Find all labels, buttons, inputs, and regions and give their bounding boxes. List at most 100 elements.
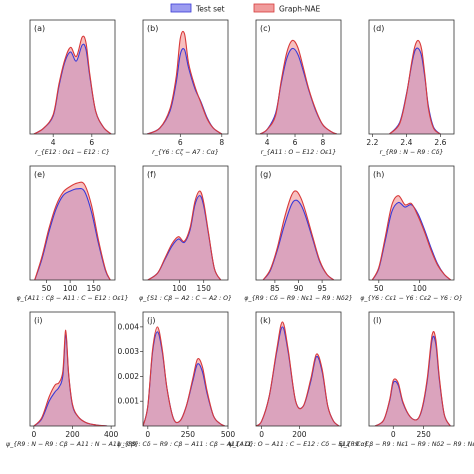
- y-tick-label: 0.002: [118, 372, 140, 381]
- plot-area: [146, 30, 223, 134]
- x-tick-label: 500: [221, 430, 236, 439]
- x-tick-label: 6: [178, 138, 183, 147]
- x-axis-label: ψ_{A11 : O − A11 : C − E12 : Cδ − E12 : …: [229, 441, 369, 448]
- x-axis-label: r_{A11 : O − E12 : Oε1}: [261, 149, 337, 156]
- x-axis-label: r_{R9 : N − R9 : Cδ}: [380, 149, 444, 156]
- density-fill-graph-nae: [147, 31, 222, 134]
- x-axis-label: r_{E12 : Oε1 − E12 : C}: [35, 149, 110, 156]
- panels: (a) 4 6 r_{E12 : Oε1 − E12 : C} (b)6 8r_{Y6 :…: [6, 19, 474, 448]
- x-tick-label: 6: [89, 138, 94, 147]
- panel-j: (j) 0 250 500 0.001 0.002 0.003 0.004 ψ_{R9 : Cδ…: [117, 311, 254, 448]
- x-axis-label: φ_{A11 : Cβ − A11 : C − E12 : Oε1}: [16, 295, 128, 302]
- x-tick-label: 200: [65, 430, 80, 439]
- x-tick-label: 100: [413, 284, 428, 293]
- x-tick-label: 0: [31, 430, 36, 439]
- panel-label: (a): [34, 24, 45, 33]
- legend-swatch-graph-nae: [253, 3, 275, 13]
- x-tick-label: 4: [265, 138, 270, 147]
- density-line-graph-nae: [262, 190, 335, 280]
- x-tick-label: 0: [391, 430, 396, 439]
- density-fill-graph-nae: [389, 40, 441, 134]
- density-line-graph-nae: [33, 35, 112, 134]
- x-axis-label: ψ_{R9 : Cβ − R9 : Nε1 − R9 : Nδ2 − R9 : …: [340, 441, 474, 448]
- x-tick-label: 150: [197, 284, 212, 293]
- plot-area: [34, 181, 111, 280]
- density-line-graph-nae: [34, 181, 111, 280]
- panel-i: (i) 0 200 400 ψ_{R9 : N − R9 : Cβ − A11 : N …: [6, 311, 139, 448]
- panel-g: (g) 85 90 95 φ_{R9 : Cδ − R9 : Nε1 − R9 : Nδ…: [244, 165, 353, 302]
- x-tick-label: 200: [292, 430, 307, 439]
- x-tick-label: 250: [416, 430, 431, 439]
- density-line-graph-nae: [389, 39, 441, 134]
- density-fill-graph-nae: [143, 326, 225, 426]
- density-line-graph-nae: [259, 39, 338, 134]
- panel-b: (b) 6 8r_{Y6 : Cζ − A7 : Cα}: [142, 19, 229, 156]
- panel-label: (j): [147, 316, 155, 325]
- panel-a: (a) 4 6 r_{E12 : Oε1 − E12 : C}: [29, 19, 116, 156]
- x-tick-label: 4: [51, 138, 56, 147]
- density-fill-graph-nae: [33, 330, 108, 426]
- density-line-test-set: [34, 187, 111, 280]
- axes-frame: [368, 19, 455, 135]
- plot-area: [374, 330, 451, 426]
- panel-label: (g): [260, 170, 271, 179]
- plot-area: [371, 195, 452, 280]
- x-tick-label: 95: [317, 284, 327, 293]
- axes-frame: [255, 19, 342, 135]
- panel-label: (c): [260, 24, 271, 33]
- axes-frame: [29, 165, 116, 281]
- axes-frame: [142, 19, 229, 135]
- density-line-graph-nae: [146, 30, 223, 134]
- panel-label: (d): [373, 24, 384, 33]
- x-axis-label: r_{Y6 : Cζ − A7 : Cα}: [152, 149, 219, 156]
- density-fill-graph-nae: [260, 40, 337, 134]
- x-tick-label: 0: [259, 430, 264, 439]
- x-tick-label: 150: [87, 284, 102, 293]
- density-fill-graph-nae: [263, 190, 334, 280]
- panel-k: (k) 0 200 ψ_{A11 : O − A11 : C − E12 : Cδ −…: [229, 311, 369, 448]
- plot-area: [143, 326, 226, 426]
- axes-frame: [29, 19, 116, 135]
- panel-label: (i): [34, 316, 42, 325]
- x-tick-label: 2.4: [400, 138, 412, 147]
- density-line-graph-nae: [256, 321, 340, 426]
- panel-l: (l) 0 250 ψ_{R9 : Cβ − R9 : Nε1 − R9 : Nδ2 …: [340, 311, 474, 448]
- y-tick-label: 0.001: [118, 397, 140, 406]
- legend-label-test-set: Test set: [195, 5, 225, 14]
- density-fill-graph-nae: [147, 191, 221, 280]
- x-tick-label: 8: [320, 138, 325, 147]
- x-tick-label: 50: [42, 284, 52, 293]
- axes-frame: [368, 165, 455, 281]
- panel-label: (h): [373, 170, 384, 179]
- density-line-graph-nae: [147, 190, 222, 280]
- density-fill-graph-nae: [372, 195, 451, 280]
- y-tick-label: 0.003: [118, 347, 140, 356]
- x-tick-label: 6: [293, 138, 298, 147]
- x-axis-label: ψ_{R9 : Cδ − R9 : Cβ − A11 : Cβ − A11 : …: [117, 441, 254, 448]
- density-fill-graph-nae: [375, 331, 451, 426]
- axes-frame: [142, 311, 229, 427]
- density-line-graph-nae: [33, 329, 108, 426]
- panel-h: (h) 50 100 φ_{Y6 : Cε1 − Y6 : Cε2 − Y6 : O}: [360, 165, 463, 302]
- x-axis-label: ψ_{R9 : N − R9 : Cβ − A11 : N − A11 : Cβ…: [6, 441, 139, 448]
- x-tick-label: 250: [181, 430, 196, 439]
- x-axis-label: φ_{Y6 : Cε1 − Y6 : Cε2 − Y6 : O}: [360, 295, 463, 302]
- x-tick-label: 90: [294, 284, 304, 293]
- legend-swatch-test-set: [170, 3, 192, 13]
- x-tick-label: 100: [172, 284, 187, 293]
- density-fill-graph-nae: [33, 36, 112, 134]
- y-tick-label: 0.004: [118, 322, 140, 331]
- panel-f: (f) 100 150 φ_{S1 : Cβ − A2 : C − A2 : O}: [139, 165, 232, 302]
- panel-d: (d) 2.2 2.4 2.6 r_{R9 : N − R9 : Cδ}: [366, 19, 455, 156]
- x-tick-label: 85: [270, 284, 280, 293]
- density-fill-graph-nae: [256, 321, 340, 426]
- x-axis-label: φ_{R9 : Cδ − R9 : Nε1 − R9 : Nδ2}: [244, 295, 352, 302]
- plot-area: [33, 35, 112, 134]
- plot-area: [388, 39, 441, 134]
- x-tick-label: 100: [63, 284, 78, 293]
- panel-label: (f): [147, 170, 156, 179]
- legend-label-graph-nae: Graph-NAE: [279, 5, 320, 14]
- legend: Test set Graph-NAE: [170, 3, 320, 14]
